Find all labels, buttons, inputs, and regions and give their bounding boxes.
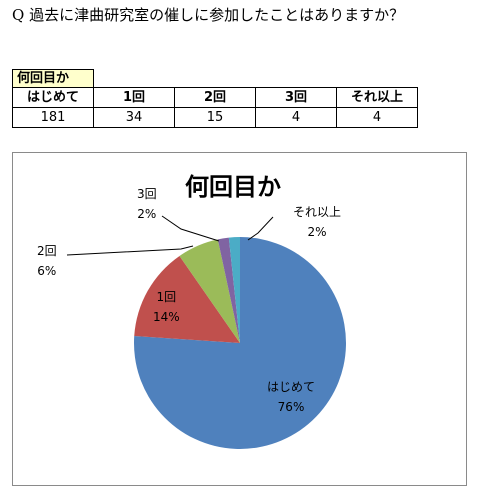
slice-label-1kai: 1回 14%	[153, 287, 180, 327]
question-text: Q 過去に津曲研究室の催しに参加したことはありますか？	[12, 6, 405, 24]
pie-slice	[133, 237, 346, 450]
table-value-row: 181 34 15 4 4	[12, 107, 418, 128]
slice-label-text: 2回	[37, 244, 57, 258]
slice-label-percent: 6%	[37, 264, 57, 278]
count-table: はじめて 1回 2回 3回 それ以上 181 34 15 4 4	[12, 87, 418, 128]
slice-label-percent: 2%	[307, 225, 327, 239]
pie-slice	[179, 239, 240, 343]
slice-label-text: 3回	[137, 187, 157, 201]
slice-label-text: 1回	[156, 290, 177, 304]
slice-label-text: はじめて	[267, 380, 316, 394]
leader-line	[161, 215, 220, 242]
slice-label-percent: 76%	[277, 400, 305, 414]
header-cell: はじめて	[12, 87, 94, 108]
leader-line	[247, 216, 274, 241]
pie-chart-svg	[66, 215, 346, 450]
header-cell: 2回	[174, 87, 256, 108]
table-header-row: はじめて 1回 2回 3回 それ以上	[12, 87, 418, 108]
header-cell: 1回	[93, 87, 175, 108]
slice-label-percent: 14%	[153, 310, 180, 324]
pie-chart: 何回目か はじめて 76% 1回 14% 2回 6% 3回 2% それ以上 2%	[12, 152, 467, 486]
slice-label-2kai: 2回 6%	[37, 241, 57, 281]
pie-slice	[217, 237, 240, 343]
header-cell: 3回	[255, 87, 337, 108]
pie-slice	[228, 237, 240, 343]
value-cell: 15	[174, 107, 256, 128]
leader-line	[66, 245, 194, 256]
value-cell: 181	[12, 107, 94, 128]
slice-label-hajimete: はじめて 76%	[267, 377, 315, 417]
slice-label-3kai: 3回 2%	[137, 184, 157, 224]
value-cell: 4	[255, 107, 337, 128]
chart-title: 何回目か	[185, 173, 281, 201]
slice-label-percent: 2%	[137, 207, 157, 221]
header-cell: それ以上	[336, 87, 418, 108]
slice-label-sore-ijou: それ以上 2%	[293, 202, 341, 242]
value-cell: 34	[93, 107, 175, 128]
value-cell: 4	[336, 107, 418, 128]
slice-label-text: それ以上	[293, 205, 342, 219]
pie-slice	[134, 255, 240, 343]
table-title: 何回目か	[12, 69, 94, 87]
